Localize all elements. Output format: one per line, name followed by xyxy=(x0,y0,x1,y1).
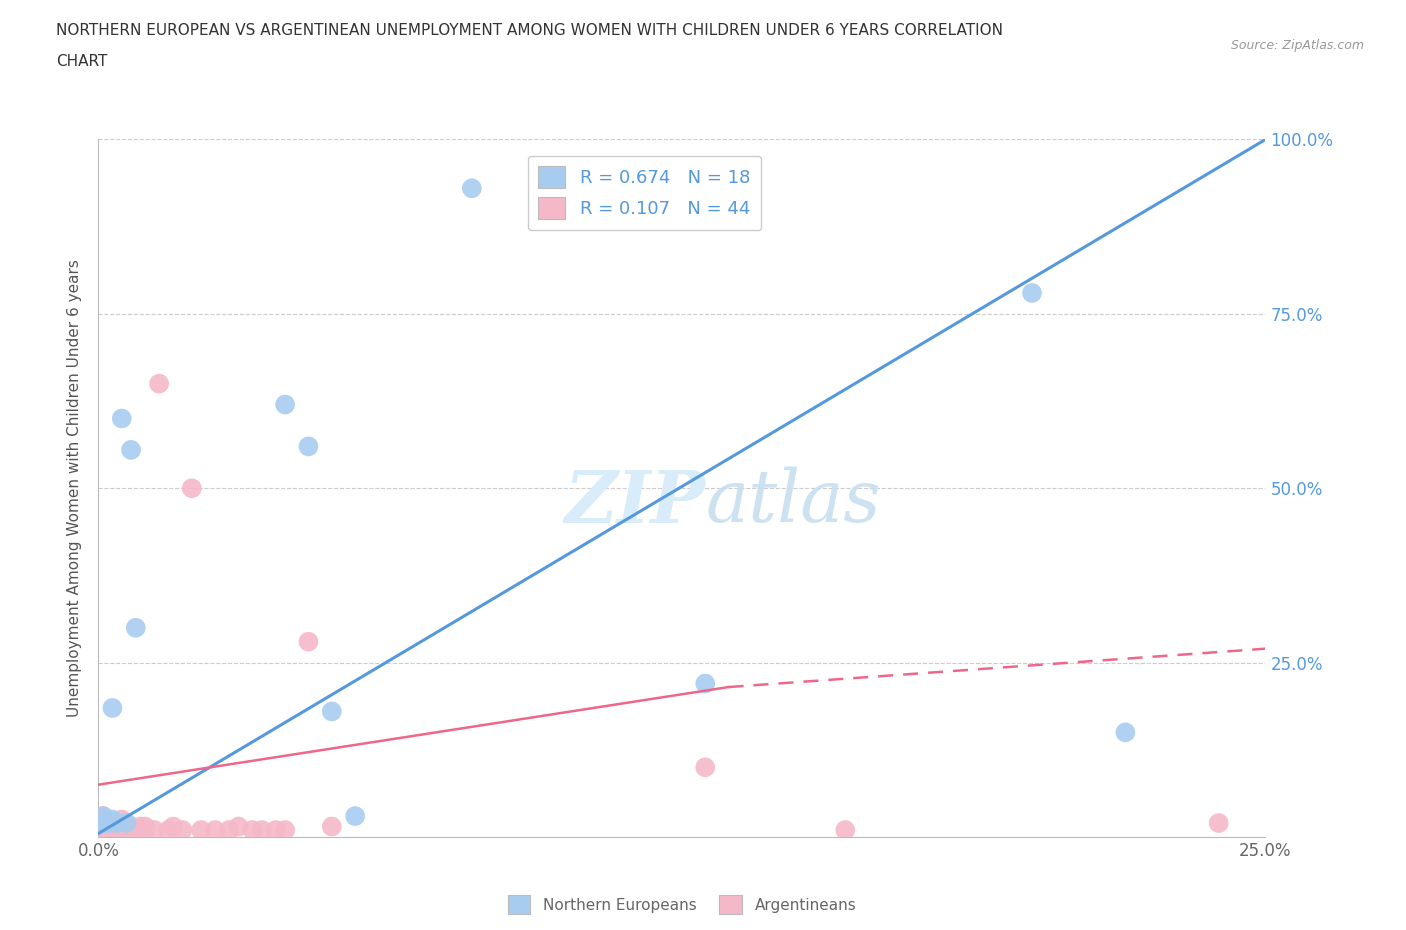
Y-axis label: Unemployment Among Women with Children Under 6 years: Unemployment Among Women with Children U… xyxy=(67,259,83,717)
Point xyxy=(91,823,114,838)
Point xyxy=(97,816,120,830)
Point xyxy=(321,819,343,834)
Point xyxy=(91,812,114,827)
Point xyxy=(162,819,184,834)
Point xyxy=(1114,725,1136,740)
Text: Source: ZipAtlas.com: Source: ZipAtlas.com xyxy=(1230,39,1364,52)
Point xyxy=(111,819,134,834)
Point xyxy=(134,819,156,834)
Point xyxy=(105,816,128,830)
Point xyxy=(834,823,856,838)
Point xyxy=(105,823,128,838)
Point xyxy=(172,823,194,838)
Point xyxy=(695,760,717,775)
Point xyxy=(97,819,120,834)
Point xyxy=(274,397,297,412)
Point xyxy=(344,809,367,824)
Point xyxy=(1208,816,1230,830)
Text: ZIP: ZIP xyxy=(564,467,706,538)
Point xyxy=(143,823,166,838)
Point xyxy=(321,704,343,719)
Point xyxy=(91,816,114,830)
Point xyxy=(190,823,212,838)
Point xyxy=(97,823,120,838)
Text: atlas: atlas xyxy=(706,467,880,538)
Point xyxy=(204,823,226,838)
Point xyxy=(264,823,287,838)
Point xyxy=(274,823,297,838)
Point xyxy=(228,819,250,834)
Point xyxy=(125,620,148,635)
Point xyxy=(101,819,124,834)
Point xyxy=(120,823,142,838)
Point xyxy=(134,823,156,838)
Point xyxy=(105,816,128,830)
Point xyxy=(115,816,138,830)
Point xyxy=(115,823,138,838)
Point xyxy=(461,180,484,196)
Point xyxy=(101,816,124,830)
Point xyxy=(157,823,180,838)
Point xyxy=(218,823,240,838)
Point xyxy=(101,812,124,827)
Point xyxy=(148,376,170,391)
Point xyxy=(242,823,264,838)
Point xyxy=(120,819,142,834)
Point xyxy=(120,443,142,458)
Point xyxy=(101,700,124,715)
Point xyxy=(125,823,148,838)
Point xyxy=(695,676,717,691)
Point xyxy=(180,481,202,496)
Point xyxy=(297,634,319,649)
Point xyxy=(97,816,120,830)
Point xyxy=(111,823,134,838)
Point xyxy=(115,819,138,834)
Point xyxy=(91,809,114,824)
Legend: Northern Europeans, Argentineans: Northern Europeans, Argentineans xyxy=(502,889,862,920)
Point xyxy=(297,439,319,454)
Point xyxy=(91,819,114,834)
Point xyxy=(250,823,273,838)
Text: CHART: CHART xyxy=(56,54,108,69)
Point xyxy=(1021,286,1043,300)
Point xyxy=(105,819,128,834)
Point xyxy=(101,823,124,838)
Point xyxy=(111,411,134,426)
Text: NORTHERN EUROPEAN VS ARGENTINEAN UNEMPLOYMENT AMONG WOMEN WITH CHILDREN UNDER 6 : NORTHERN EUROPEAN VS ARGENTINEAN UNEMPLO… xyxy=(56,23,1004,38)
Point xyxy=(91,816,114,830)
Point xyxy=(129,819,152,834)
Point xyxy=(111,812,134,827)
Point xyxy=(91,809,114,824)
